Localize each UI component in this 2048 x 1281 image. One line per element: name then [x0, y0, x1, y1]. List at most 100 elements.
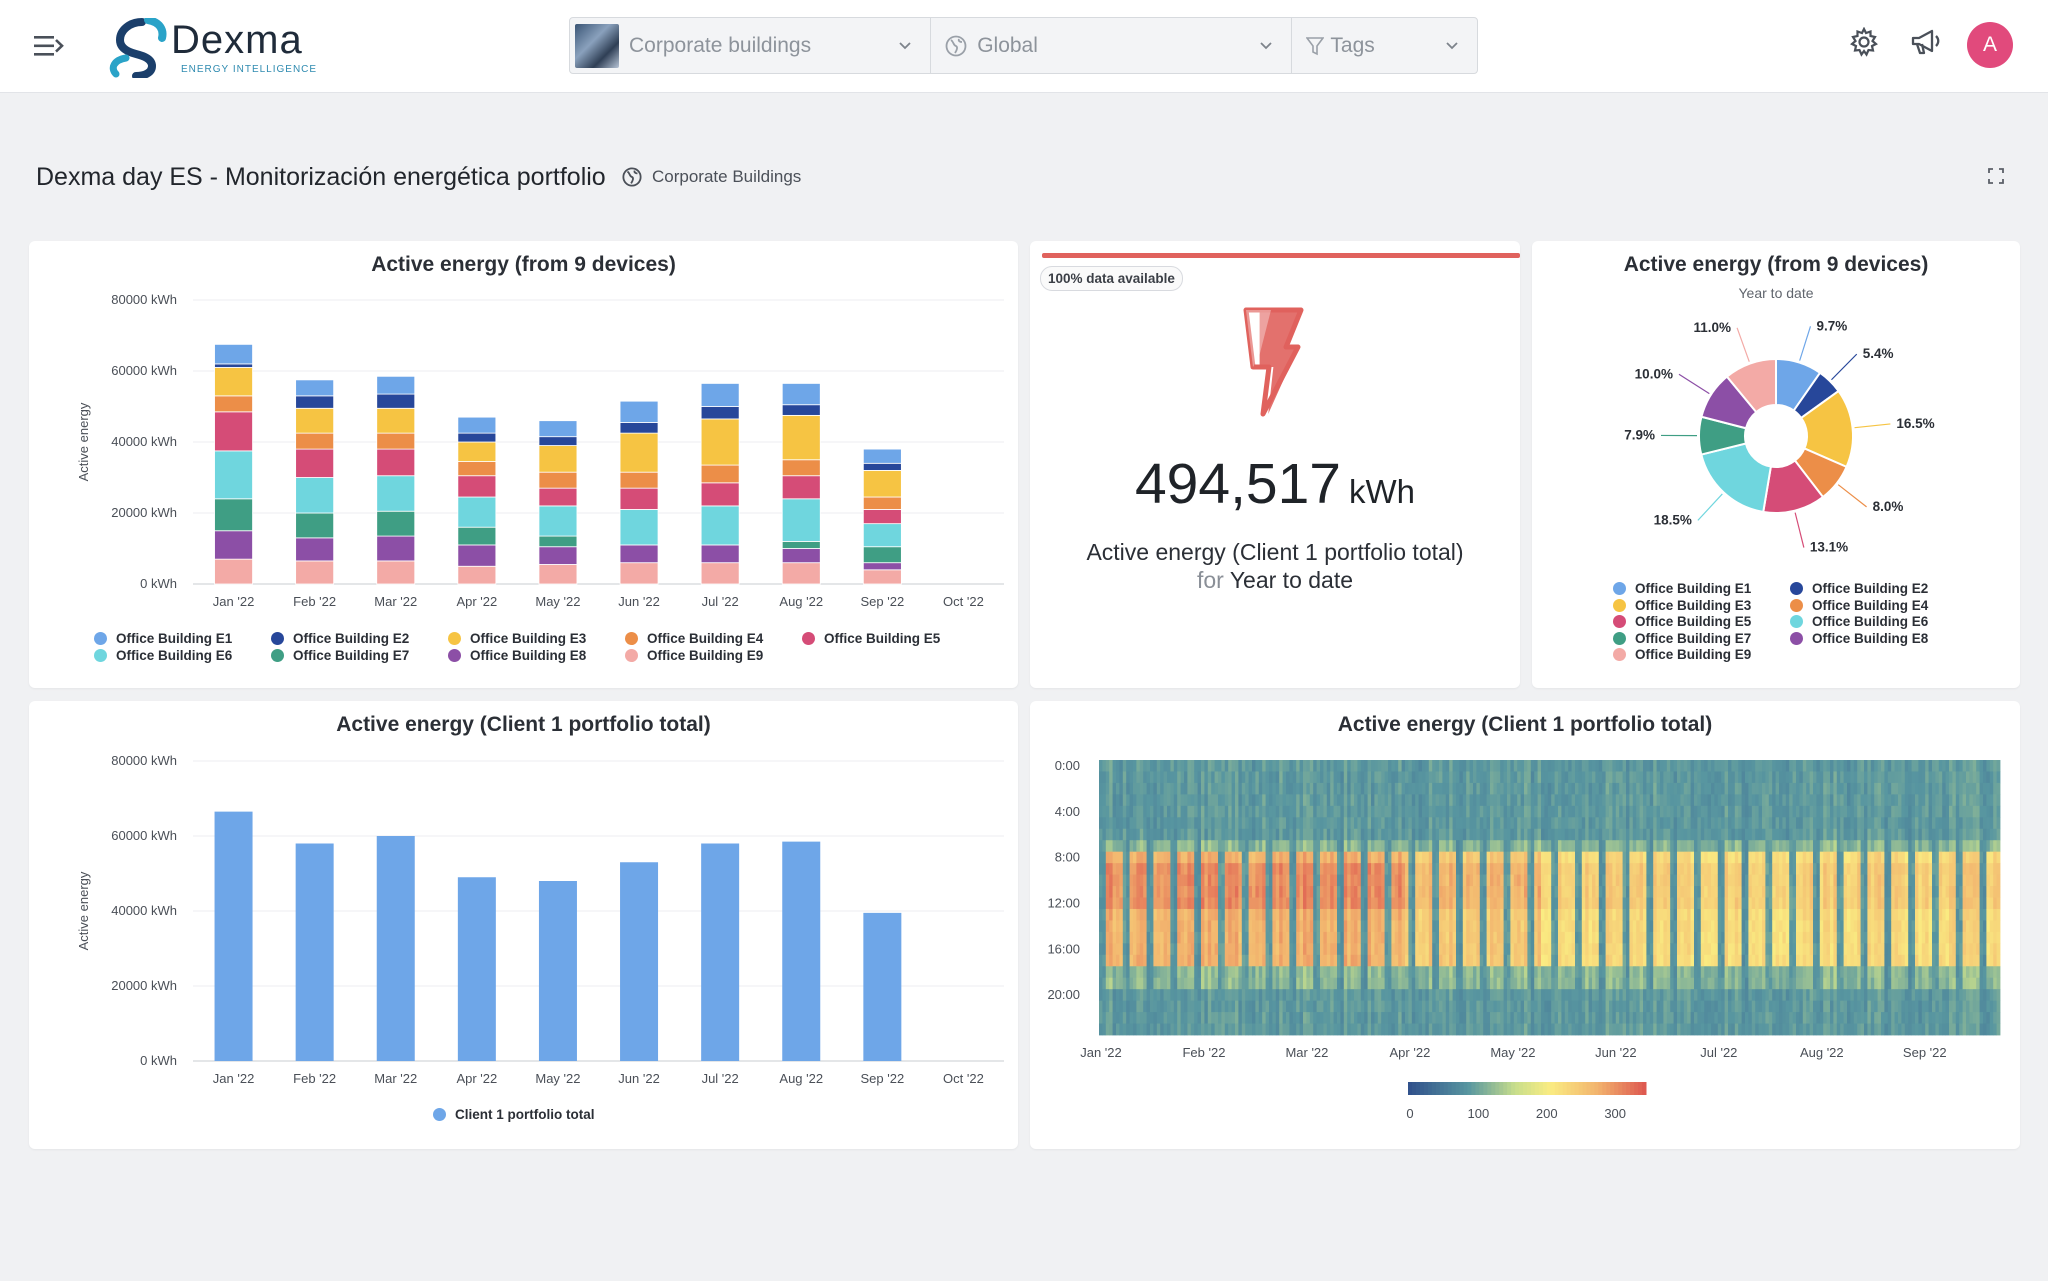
heatmap-cell: [1680, 828, 1685, 841]
heatmap-cell: [1388, 954, 1392, 967]
settings-gear-icon[interactable]: [1849, 27, 1879, 57]
heatmap-cell: [1721, 897, 1725, 910]
legend-item-office-building-e5[interactable]: Office Building E5: [1613, 614, 1751, 629]
heatmap-cell: [1388, 840, 1392, 853]
heatmap-cell: [1660, 760, 1664, 772]
heatmap-cell: [1524, 760, 1528, 772]
heatmap-cell: [1258, 897, 1263, 910]
heatmap-cell: [1534, 886, 1538, 898]
heatmap-cell: [1592, 989, 1596, 1002]
heatmap-cell: [1238, 943, 1243, 956]
heatmap-cell: [1564, 897, 1569, 910]
heatmap-cell: [1575, 782, 1579, 795]
heatmap-cell: [1102, 1012, 1107, 1024]
heatmap-cell: [1211, 760, 1215, 772]
legend-item-office-building-e6[interactable]: Office Building E6: [94, 648, 232, 663]
total-bar: [295, 843, 334, 1061]
heatmap-cell: [1388, 989, 1392, 1002]
heatmap-cell: [1694, 1000, 1698, 1013]
menu-toggle-icon[interactable]: [34, 33, 64, 59]
stacked-bar-segment: [376, 375, 416, 395]
legend-item-total[interactable]: Client 1 portfolio total: [433, 1107, 595, 1122]
heatmap-cell: [1398, 954, 1402, 967]
user-avatar[interactable]: A: [1967, 22, 2013, 68]
heatmap-cell: [1126, 794, 1130, 807]
legend-item-office-building-e2[interactable]: Office Building E2: [271, 631, 409, 646]
heatmap-cell: [1452, 828, 1457, 841]
fullscreen-icon[interactable]: [1988, 168, 2004, 184]
heatmap-cell: [1340, 782, 1345, 795]
heatmap-cell: [1714, 1012, 1719, 1024]
region-select[interactable]: Global: [931, 18, 1293, 73]
heatmap-cell: [1714, 886, 1719, 898]
heatmap-cell: [1731, 954, 1736, 967]
legend-item-office-building-e6[interactable]: Office Building E6: [1790, 614, 1928, 629]
kpi-period: Year to date: [1229, 567, 1354, 593]
legend-item-office-building-e7[interactable]: Office Building E7: [271, 648, 409, 663]
heatmap-cell: [1289, 840, 1294, 853]
heatmap-cell: [1248, 943, 1253, 956]
heatmap-cell: [1109, 851, 1113, 864]
heatmap-cell: [1605, 886, 1610, 898]
heatmap-cell: [1483, 794, 1487, 807]
heatmap-cell: [1275, 897, 1280, 910]
heatmap-cell: [1473, 805, 1477, 818]
heatmap-cell: [1473, 828, 1477, 841]
heatmap-cell: [1649, 908, 1654, 921]
stacked-bar-segment: [538, 487, 578, 507]
heatmap-cell: [1146, 989, 1151, 1002]
heatmap-cell: [1303, 840, 1307, 853]
building-group-select[interactable]: Corporate buildings: [570, 18, 932, 73]
heatmap-cell: [1099, 794, 1103, 807]
legend-item-office-building-e1[interactable]: Office Building E1: [94, 631, 232, 646]
heatmap-cell: [1211, 1023, 1215, 1036]
heatmap-cell: [1204, 966, 1209, 979]
heatmap-cell: [1503, 771, 1508, 784]
legend-item-office-building-e2[interactable]: Office Building E2: [1790, 581, 1928, 596]
legend-item-office-building-e9[interactable]: Office Building E9: [625, 648, 763, 663]
legend-item-office-building-e3[interactable]: Office Building E3: [1613, 598, 1751, 613]
legend-item-office-building-e1[interactable]: Office Building E1: [1613, 581, 1751, 596]
heatmap-cell: [1231, 760, 1236, 772]
heatmap-cell: [1666, 920, 1671, 933]
heatmap-cell: [1551, 989, 1555, 1002]
heatmap-cell: [1704, 851, 1708, 864]
legend-item-office-building-e7[interactable]: Office Building E7: [1613, 631, 1751, 646]
legend-item-office-building-e8[interactable]: Office Building E8: [448, 648, 586, 663]
heatmap-cell: [1347, 771, 1351, 784]
heatmap-cell: [1343, 863, 1348, 875]
heatmap-cell: [1452, 1000, 1457, 1013]
heatmap-cell: [1194, 943, 1198, 956]
legend-item-office-building-e4[interactable]: Office Building E4: [625, 631, 763, 646]
tags-select[interactable]: Tags: [1292, 18, 1477, 73]
legend-item-office-building-e4[interactable]: Office Building E4: [1790, 598, 1928, 613]
heatmap-cell: [1350, 851, 1355, 864]
heatmap-cell: [1333, 886, 1338, 898]
legend-item-office-building-e5[interactable]: Office Building E5: [802, 631, 940, 646]
heatmap-cell: [1405, 977, 1409, 990]
heatmap-cell: [1530, 931, 1535, 944]
heatmap-cell: [1721, 863, 1725, 875]
heatmap-cell: [1371, 931, 1375, 944]
heatmap-cell: [1595, 782, 1600, 795]
heatmap-cell: [1649, 828, 1654, 841]
heatmap-cell: [1524, 954, 1528, 967]
announcements-megaphone-icon[interactable]: [1910, 27, 1942, 57]
dexma-logo[interactable]: Dexma ENERGY INTELLIGENCE: [108, 18, 318, 78]
heatmap-cell: [1122, 794, 1127, 807]
legend-item-office-building-e8[interactable]: Office Building E8: [1790, 631, 1928, 646]
heatmap-cell: [1180, 760, 1185, 772]
legend-label: Office Building E9: [1635, 647, 1752, 662]
legend-item-office-building-e3[interactable]: Office Building E3: [448, 631, 586, 646]
heatmap-cell: [1102, 794, 1107, 807]
heatmap-cell: [1153, 943, 1158, 956]
heatmap-cell: [1690, 1012, 1695, 1024]
legend-item-office-building-e9[interactable]: Office Building E9: [1613, 647, 1751, 662]
heatmap-cell: [1483, 771, 1487, 784]
heatmap-cell: [1381, 874, 1385, 887]
heatmap-cell: [1214, 805, 1219, 818]
heatmap-cell: [1731, 908, 1736, 921]
heatmap-cell: [1428, 954, 1433, 967]
heatmap-cell: [1666, 1012, 1671, 1024]
heatmap-cell: [1738, 760, 1742, 772]
